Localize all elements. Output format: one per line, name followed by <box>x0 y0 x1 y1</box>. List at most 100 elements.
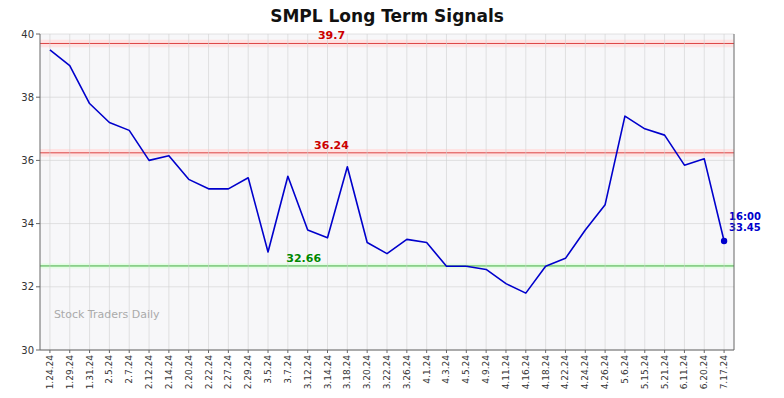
y-tick-label: 34 <box>21 218 34 229</box>
grid-line-x <box>605 34 606 350</box>
x-tick-label: 5.15.24 <box>640 355 650 390</box>
grid-line-x <box>585 34 586 350</box>
y-tick <box>36 97 40 98</box>
grid-line-x <box>664 34 665 350</box>
y-tick <box>36 286 40 287</box>
x-tick-label: 3.14.24 <box>323 355 333 390</box>
y-tick <box>36 160 40 161</box>
x-tick <box>446 350 447 353</box>
x-tick <box>129 350 130 353</box>
x-tick <box>565 350 566 353</box>
title: SMPL Long Term Signals <box>270 6 504 26</box>
x-tick-label: 2.7.24 <box>124 355 134 384</box>
grid-line-x <box>466 34 467 350</box>
x-tick <box>248 350 249 353</box>
x-tick <box>387 350 388 353</box>
y-tick <box>36 223 40 224</box>
grid-line-x <box>208 34 209 350</box>
x-tick <box>644 350 645 353</box>
x-tick <box>208 350 209 353</box>
price-line <box>50 50 724 293</box>
chart: Stock Traders Daily16:0033.4539.736.2432… <box>0 0 784 398</box>
grid-line-x <box>565 34 566 350</box>
x-tick-label: 4.16.24 <box>521 355 531 390</box>
x-tick <box>624 350 625 353</box>
grid-line-x <box>168 34 169 350</box>
grid-line-x <box>287 34 288 350</box>
x-tick <box>605 350 606 353</box>
x-tick <box>406 350 407 353</box>
x-tick-label: 2.29.24 <box>243 355 253 390</box>
x-tick-label: 4.18.24 <box>541 355 551 390</box>
x-tick <box>287 350 288 353</box>
x-tick-label: 3.18.24 <box>342 355 352 390</box>
x-tick-label: 3.20.24 <box>362 355 372 390</box>
x-tick <box>426 350 427 353</box>
x-tick-label: 4.9.24 <box>481 355 491 384</box>
reference-label: 39.7 <box>318 29 345 42</box>
x-tick-label: 3.26.24 <box>402 355 412 390</box>
y-tick-label: 32 <box>21 281 34 292</box>
x-tick <box>228 350 229 353</box>
x-tick-label: 6.20.24 <box>699 355 709 390</box>
x-tick-label: 2.5.24 <box>104 355 114 384</box>
last-point <box>721 238 727 244</box>
x-tick-label: 6.11.24 <box>679 355 689 390</box>
grid-line-x <box>228 34 229 350</box>
reference-label: 36.24 <box>314 139 349 152</box>
x-tick-label: 2.12.24 <box>144 355 154 390</box>
x-tick-label: 3.12.24 <box>303 355 313 390</box>
y-axis-line <box>40 34 41 350</box>
grid-line-x <box>406 34 407 350</box>
x-tick <box>69 350 70 353</box>
grid-line-x <box>307 34 308 350</box>
x-tick-label: 2.22.24 <box>204 355 214 390</box>
x-tick-label: 3.7.24 <box>283 355 293 384</box>
x-tick-label: 1.24.24 <box>45 355 55 390</box>
x-tick <box>466 350 467 353</box>
grid-line-x <box>644 34 645 350</box>
x-tick-label: 5.21.24 <box>660 355 670 390</box>
x-tick-label: 1.31.24 <box>85 355 95 390</box>
x-tick-label: 3.5.24 <box>263 355 273 384</box>
x-tick <box>89 350 90 353</box>
y-tick-label: 40 <box>21 29 34 40</box>
x-tick <box>724 350 725 353</box>
axes: 3032343638401.24.241.29.241.31.242.5.242… <box>21 29 734 390</box>
grid-line-y <box>40 160 734 161</box>
x-tick-label: 4.5.24 <box>461 355 471 384</box>
x-tick <box>585 350 586 353</box>
x-tick <box>664 350 665 353</box>
x-tick-label: 7.17.24 <box>719 355 729 390</box>
plot-area <box>40 34 734 350</box>
grid-line-x <box>367 34 368 350</box>
x-tick <box>545 350 546 353</box>
x-tick <box>109 350 110 353</box>
x-tick <box>704 350 705 353</box>
grid-line-y <box>40 286 734 287</box>
x-tick <box>525 350 526 353</box>
grid <box>40 34 734 350</box>
x-tick-label: 2.14.24 <box>164 355 174 390</box>
y-tick-label: 36 <box>21 155 34 166</box>
grid-line-x <box>347 34 348 350</box>
grid-line-x <box>704 34 705 350</box>
grid-line-x <box>545 34 546 350</box>
grid-line-x <box>49 34 50 350</box>
x-tick <box>268 350 269 353</box>
grid-line-x <box>446 34 447 350</box>
x-tick <box>367 350 368 353</box>
grid-line-x <box>684 34 685 350</box>
x-tick <box>307 350 308 353</box>
y-tick-label: 38 <box>21 92 34 103</box>
x-tick-label: 1.29.24 <box>65 355 75 390</box>
grid-line-x <box>149 34 150 350</box>
grid-line-x <box>89 34 90 350</box>
x-tick-label: 5.6.24 <box>620 355 630 384</box>
grid-line-x <box>268 34 269 350</box>
x-tick <box>168 350 169 353</box>
x-tick-label: 4.11.24 <box>501 355 511 390</box>
grid-line-x <box>69 34 70 350</box>
grid-line-y <box>40 223 734 224</box>
grid-line-x <box>486 34 487 350</box>
